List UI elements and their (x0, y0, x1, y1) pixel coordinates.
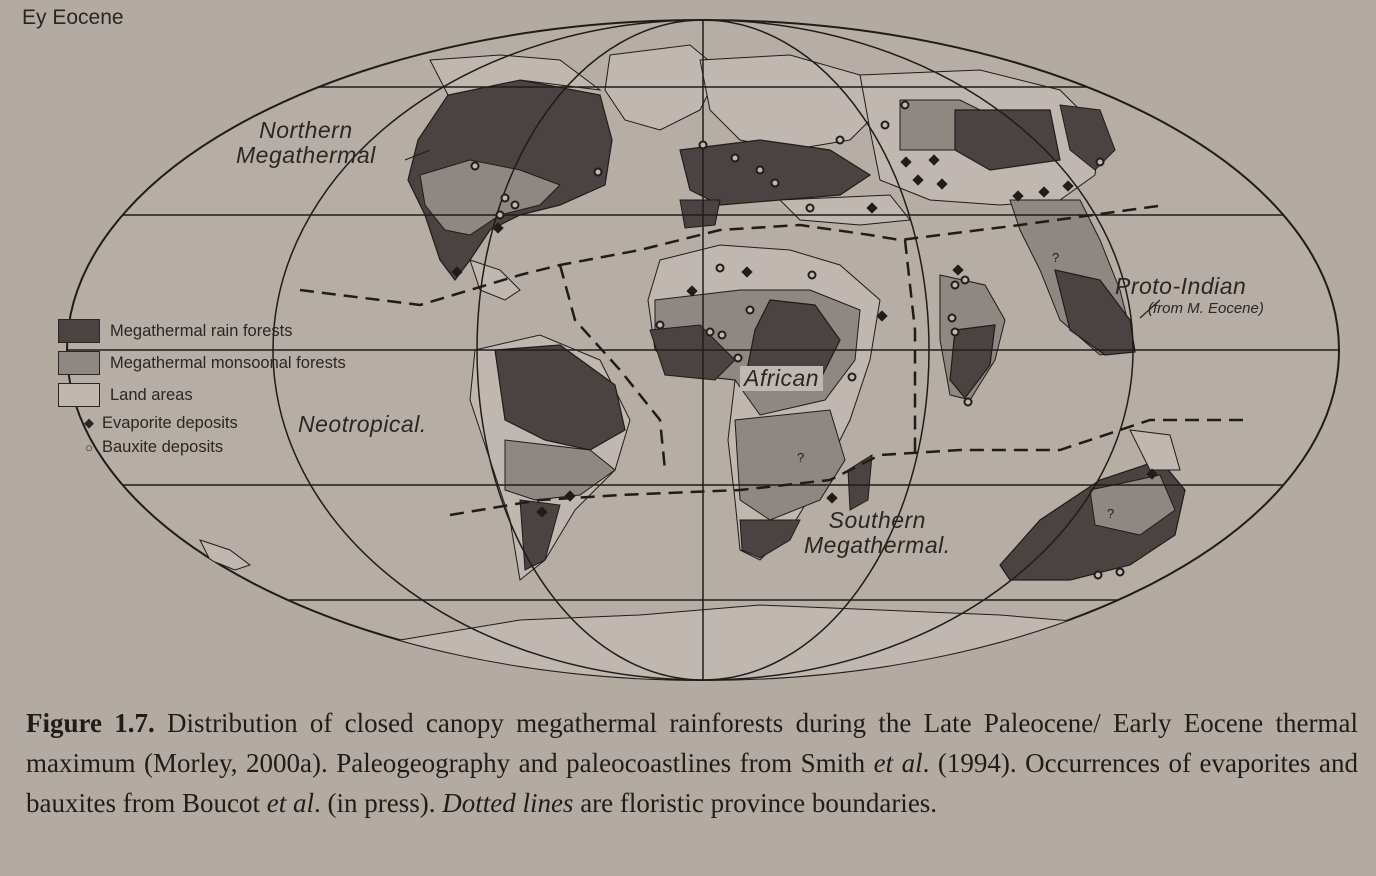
caption-part1: Distribution of closed canopy megatherma… (26, 708, 1358, 778)
world-map: ? ? ? (66, 19, 1340, 681)
province-boundaries (299, 203, 1250, 517)
uncertain-markers: ? ? ? (797, 250, 1114, 521)
evaporite-marker (564, 490, 576, 502)
australia (999, 429, 1186, 581)
evaporite-marker (686, 285, 698, 297)
monsoonal-forest-swatch (58, 351, 100, 375)
svg-text:?: ? (1052, 250, 1059, 265)
evaporite-marker (876, 310, 888, 322)
bauxite-marker (698, 140, 708, 150)
meridian-lines (272, 19, 1134, 681)
bauxite-marker (1115, 567, 1125, 577)
bauxite-marker (470, 161, 480, 171)
figure-caption: Figure 1.7. Distribution of closed canop… (26, 703, 1358, 823)
bauxite-marker (950, 280, 960, 290)
african-label: African (740, 366, 824, 391)
rain-forest-swatch (58, 319, 100, 343)
legend-evaporite-label: Evaporite deposits (102, 413, 238, 432)
bauxite-marker (880, 120, 890, 130)
legend-evaporite: ◆ Evaporite deposits (58, 411, 358, 435)
caption-part3: . (in press). (313, 788, 443, 818)
evaporite-marker (1062, 180, 1074, 192)
caption-part2: . (1994). Occurrences of evaporites and … (26, 748, 1358, 818)
bauxite-marker (950, 327, 960, 337)
evaporite-marker (1012, 190, 1024, 202)
bauxite-marker (733, 353, 743, 363)
figure-number: Figure 1.7. (26, 708, 155, 738)
svg-text:?: ? (1107, 506, 1114, 521)
bauxite-marker (807, 270, 817, 280)
era-label: Ey Eocene (22, 6, 124, 29)
bauxite-marker (705, 327, 715, 337)
diamond-icon: ◆ (84, 415, 94, 430)
evaporite-marker (936, 178, 948, 190)
southern-line1: Southern (828, 507, 926, 533)
bauxite-marker (717, 330, 727, 340)
bauxite-marker (500, 193, 510, 203)
northern-line1: Northern (259, 117, 353, 143)
legend-land-areas: Land areas (58, 379, 358, 411)
bauxite-marker (745, 305, 755, 315)
northern-megathermal-label: Northern Megathermal (236, 118, 376, 168)
evaporite-marker (741, 266, 753, 278)
legend-monsoonal-forests-label: Megathermal monsoonal forests (110, 353, 346, 372)
evaporite-marker (536, 506, 548, 518)
caption-etal1: et al (873, 748, 923, 778)
bauxite-marker (947, 313, 957, 323)
bauxite-marker (847, 372, 857, 382)
legend-rain-forests: Megathermal rain forests (58, 315, 358, 347)
proto-indian-note: (from M. Eocene) (1148, 300, 1264, 317)
india (939, 274, 1006, 401)
south-america (469, 334, 631, 581)
neotropical-label: Neotropical. (298, 411, 427, 437)
bauxite-marker (770, 178, 780, 188)
evaporite-marker (866, 202, 878, 214)
bauxite-marker (960, 275, 970, 285)
southern-line2: Megathermal. (804, 532, 951, 558)
evaporite-marker (1146, 468, 1158, 480)
evaporite-marker (826, 492, 838, 504)
circle-icon: ○ (85, 439, 93, 455)
bauxite-marker (715, 263, 725, 273)
evaporite-marker (900, 156, 912, 168)
evaporite-marker (912, 174, 924, 186)
northern-line2: Megathermal (236, 142, 376, 168)
bauxite-markers (470, 100, 1125, 580)
legend-rain-forests-label: Megathermal rain forests (110, 321, 293, 340)
legend-bauxite: ○ Bauxite deposits (58, 435, 358, 459)
evaporite-markers (451, 154, 1158, 518)
asia (859, 69, 1136, 356)
caption-dotted: Dotted lines (442, 788, 574, 818)
bauxite-marker (1095, 157, 1105, 167)
evaporite-marker (928, 154, 940, 166)
map-legend: Megathermal rain forests Megathermal mon… (58, 315, 358, 459)
legend-monsoonal-forests: Megathermal monsoonal forests (58, 347, 358, 379)
evaporite-marker (952, 264, 964, 276)
bauxite-marker (755, 165, 765, 175)
legend-bauxite-label: Bauxite deposits (102, 437, 224, 456)
label-leaders (404, 149, 1161, 319)
caption-etal2: et al (266, 788, 314, 818)
bauxite-marker (963, 397, 973, 407)
bauxite-marker (805, 203, 815, 213)
evaporite-marker (451, 266, 463, 278)
svg-text:?: ? (797, 450, 804, 465)
proto-indian-label: Proto-Indian (1115, 273, 1247, 299)
bauxite-marker (495, 210, 505, 220)
bauxite-marker (655, 320, 665, 330)
land-area-swatch (58, 383, 100, 407)
evaporite-marker (1038, 186, 1050, 198)
caption-part4: are floristic province boundaries. (573, 788, 938, 818)
bauxite-marker (1093, 570, 1103, 580)
bauxite-marker (900, 100, 910, 110)
bauxite-marker (510, 200, 520, 210)
bauxite-marker (593, 167, 603, 177)
legend-land-areas-label: Land areas (110, 385, 193, 404)
evaporite-marker (492, 222, 504, 234)
southern-megathermal-label: Southern Megathermal. (804, 508, 951, 558)
bauxite-marker (835, 135, 845, 145)
bauxite-marker (730, 153, 740, 163)
pacific-islands (199, 539, 252, 571)
